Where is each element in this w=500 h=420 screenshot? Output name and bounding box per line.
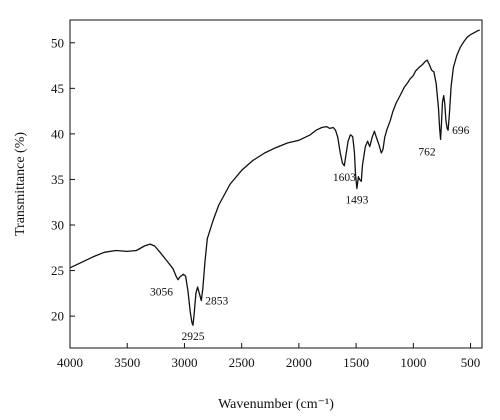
- transmittance-series-line: [69, 29, 480, 326]
- peak-label: 2853: [205, 296, 228, 308]
- x-axis-title: Wavenumber (cm⁻¹): [218, 397, 334, 412]
- peak-annotations: 3056 2925 2853 1603 1493 762 696: [150, 125, 470, 343]
- y-tick-label: 50: [51, 35, 64, 50]
- y-tick-label: 25: [51, 263, 64, 278]
- peak-label: 696: [452, 125, 470, 137]
- peak-label: 1493: [345, 195, 368, 207]
- x-tick-label: 1000: [400, 355, 426, 370]
- y-tick-label: 40: [51, 126, 64, 141]
- y-tick-label: 30: [51, 218, 64, 233]
- peak-label: 762: [418, 146, 436, 158]
- y-axis: 20 25 30 35 40 45 50: [51, 35, 75, 324]
- peak-label: 3056: [150, 287, 173, 299]
- y-tick-label: 45: [51, 81, 64, 96]
- x-tick-label: 2000: [286, 355, 312, 370]
- y-tick-label: 20: [51, 309, 64, 324]
- x-axis: 4000 3500 3000 2500 2000 1500 1000 500: [57, 343, 480, 370]
- peak-label: 2925: [182, 331, 205, 343]
- x-tick-label: 3500: [114, 355, 140, 370]
- x-tick-label: 1500: [343, 355, 369, 370]
- x-tick-label: 500: [461, 355, 481, 370]
- y-tick-label: 35: [51, 172, 64, 187]
- peak-label: 1603: [333, 172, 356, 184]
- plot-frame: [69, 19, 483, 349]
- x-tick-label: 3000: [171, 355, 197, 370]
- x-tick-label: 2500: [229, 355, 255, 370]
- x-tick-label: 4000: [57, 355, 83, 370]
- y-axis-title: Transmittance (%): [13, 132, 28, 236]
